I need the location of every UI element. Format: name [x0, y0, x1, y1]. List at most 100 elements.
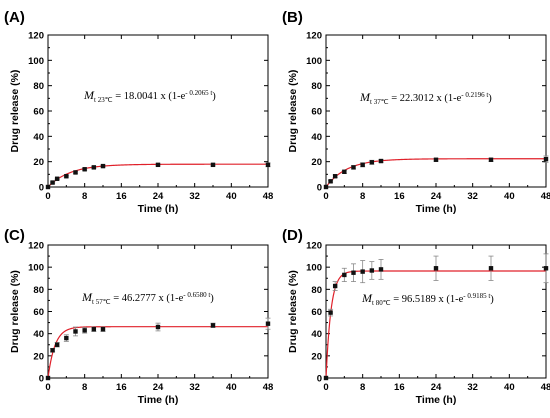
data-point [351, 270, 356, 275]
y-tick-label: 0 [39, 374, 44, 385]
data-point [369, 268, 375, 273]
y-tick-label: 80 [33, 285, 44, 296]
panel-3: (D) 0 8 16 24 32 40 48 0 20 40 60 80 100 120 Time (h) Dr… [282, 227, 550, 406]
y-tick-label: 120 [306, 31, 322, 42]
y-tick-label: 20 [311, 157, 322, 168]
eq-exp: - 0.6580 t [183, 291, 210, 299]
x-tick-label: 0 [323, 191, 328, 202]
x-tick-label: 40 [226, 382, 237, 393]
y-tick-label: 40 [33, 329, 44, 340]
y-tick-label: 80 [33, 81, 44, 92]
fit-curve [325, 158, 546, 188]
data-point [328, 179, 333, 184]
x-tick-label: 24 [431, 382, 442, 393]
y-tick-label: 60 [311, 107, 322, 118]
data-point [155, 162, 161, 168]
eq-m: M [361, 291, 373, 305]
eq-main: = 18.0041 x (1-e [113, 91, 186, 102]
x-tick-label: 24 [431, 191, 442, 202]
y-tick-label: 40 [311, 132, 322, 143]
eq-main: = 96.5189 x (1-e [391, 294, 464, 305]
data-point [328, 310, 333, 315]
data-point [73, 170, 78, 175]
eq-m: M [359, 90, 371, 104]
data-point [54, 176, 60, 181]
data-point [323, 184, 329, 190]
y-axis-title: Drug release (%) [9, 270, 21, 353]
data-point [64, 335, 69, 341]
x-tick-label: 48 [541, 382, 550, 393]
x-tick-label: 48 [263, 382, 274, 393]
y-tick-label: 20 [33, 157, 44, 168]
data-point [50, 180, 55, 185]
eq-sub: t 57℃ [92, 298, 111, 306]
x-tick-label: 24 [153, 382, 164, 393]
panel-label: (D) [282, 227, 303, 244]
y-axis-title: Drug release (%) [287, 70, 299, 153]
fit-equation: Mt 80℃ = 96.5189 x (1-e- 0.9185 t) [361, 291, 494, 307]
y-tick-label: 80 [311, 81, 322, 92]
y-tick-label: 40 [33, 132, 44, 143]
eq-sub: t 80℃ [372, 299, 391, 307]
x-tick-label: 0 [45, 382, 50, 393]
data-point [155, 324, 161, 330]
x-tick-label: 16 [116, 382, 127, 393]
data-point [265, 321, 271, 326]
x-tick-label: 0 [45, 191, 50, 202]
panel-0: (A) 0 8 16 24 32 40 48 0 20 40 60 80 100 120 Time (h) Dr… [4, 9, 273, 215]
eq-exp: - 0.9185 t [463, 292, 490, 300]
x-tick-label: 8 [360, 382, 365, 393]
data-point [433, 157, 439, 162]
y-axis-title: Drug release (%) [9, 70, 21, 153]
y-tick-label: 20 [33, 351, 44, 362]
panel-label: (C) [4, 227, 25, 244]
y-axis-title: Drug release (%) [287, 270, 299, 353]
eq-close: ) [490, 294, 494, 305]
eq-main: = 22.3012 x (1-e [389, 93, 462, 104]
data-point [360, 269, 365, 274]
data-point [488, 266, 494, 271]
data-point [351, 165, 356, 170]
y-tick-label: 120 [28, 241, 44, 252]
y-tick-label: 100 [306, 263, 322, 274]
panel-1: (B) 0 8 16 24 32 40 48 0 20 40 60 80 100 120 Time (h) Dr… [282, 9, 550, 215]
y-tick-label: 60 [33, 307, 44, 318]
panel-2: (C) 0 8 16 24 32 40 48 0 20 40 60 80 100 120 Time (h) Dr… [4, 227, 273, 406]
x-tick-label: 32 [189, 191, 200, 202]
fit-equation: Mt 57℃ = 46.2777 x (1-e- 0.6580 t) [81, 290, 214, 306]
data-point [332, 283, 338, 289]
x-tick-label: 16 [116, 191, 127, 202]
x-axis-title: Time (h) [416, 203, 457, 215]
x-tick-label: 40 [226, 191, 237, 202]
x-tick-label: 8 [360, 191, 365, 202]
eq-exp: - 0.2196 t [461, 91, 488, 99]
plot-frame [47, 244, 269, 379]
panel-label: (B) [282, 9, 303, 26]
eq-exp: - 0.2065 t [185, 89, 212, 97]
data-point [378, 267, 384, 272]
x-tick-label: 48 [263, 191, 274, 202]
data-point [100, 163, 106, 169]
data-point [342, 272, 347, 278]
eq-main: = 46.2777 x (1-e [111, 293, 184, 304]
data-point [323, 375, 329, 381]
y-tick-label: 0 [317, 183, 322, 194]
data-point [265, 162, 271, 168]
data-point [82, 328, 87, 333]
data-point [210, 162, 216, 168]
eq-sub: t 37℃ [370, 98, 389, 106]
y-tick-label: 0 [39, 183, 44, 194]
data-point [73, 329, 78, 334]
fit-equation: Mt 23℃ = 18.0041 x (1-e- 0.2065 t) [83, 88, 216, 104]
data-point [64, 174, 69, 179]
data-point [82, 167, 87, 172]
fit-curve [47, 326, 268, 379]
data-point [360, 162, 365, 168]
data-point [50, 348, 55, 353]
y-tick-label: 100 [28, 263, 44, 274]
y-tick-label: 60 [33, 107, 44, 118]
y-tick-label: 80 [311, 285, 322, 296]
data-point [54, 342, 60, 347]
x-tick-label: 32 [467, 382, 478, 393]
